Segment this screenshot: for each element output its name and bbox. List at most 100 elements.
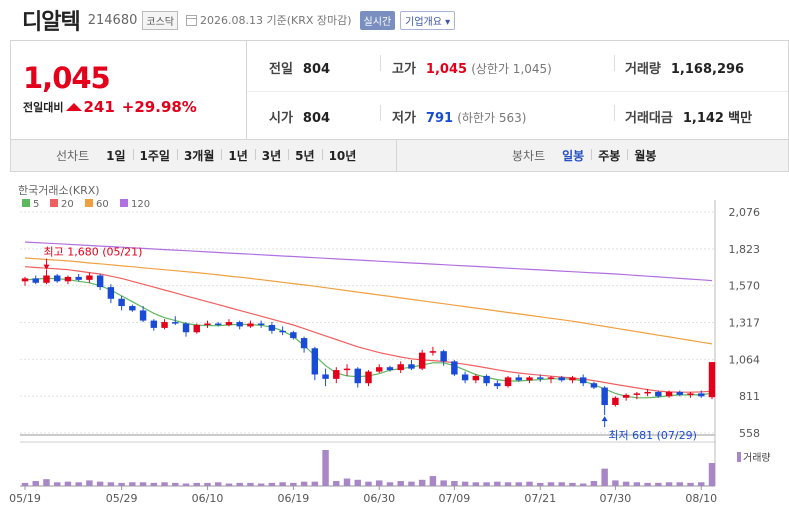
legend-label-60: 60 xyxy=(96,199,109,210)
volume-bar xyxy=(118,482,125,486)
metric-sub: (하한가 563) xyxy=(457,111,527,125)
volume-bar xyxy=(129,482,136,486)
line-chart-label: 선차트 xyxy=(56,149,90,163)
divider xyxy=(614,105,615,121)
candle-body xyxy=(161,322,168,328)
volume-legend-swatch xyxy=(737,452,741,462)
tab-1w[interactable]: 1주일 xyxy=(132,147,177,164)
change-label: 전일대비 xyxy=(23,101,64,114)
volume-bar xyxy=(300,481,308,486)
volume-bar xyxy=(590,481,598,486)
legend-label-120: 120 xyxy=(131,199,150,210)
volume-bar xyxy=(676,482,684,486)
metric-volume: 거래량 1,168,296 xyxy=(625,58,744,77)
tab-weekly[interactable]: 주봉 xyxy=(591,147,627,164)
candle-body xyxy=(139,310,147,321)
candle-body xyxy=(483,375,490,384)
tab-monthly[interactable]: 월봉 xyxy=(627,147,663,164)
volume-bar xyxy=(279,482,286,486)
candle-body xyxy=(225,322,233,325)
candle-body xyxy=(322,374,329,379)
volume-bar xyxy=(86,480,93,486)
tab-10y[interactable]: 10년 xyxy=(321,147,364,164)
volume-bar xyxy=(21,482,29,486)
volume-bar xyxy=(601,468,608,486)
candle-body xyxy=(708,362,716,398)
volume-bar xyxy=(537,482,544,486)
volume-bar xyxy=(644,482,651,486)
volume-bar xyxy=(193,482,200,486)
candle-body xyxy=(698,393,705,397)
candle-body xyxy=(365,371,372,384)
row-divider xyxy=(247,91,788,92)
high-arrow-head xyxy=(43,264,50,270)
volume-bar xyxy=(32,481,39,486)
candle-body xyxy=(193,324,200,333)
tab-3m[interactable]: 3개월 xyxy=(176,147,221,164)
volume-bar xyxy=(53,482,61,486)
candle-body xyxy=(440,351,447,362)
volume-bar xyxy=(483,482,490,486)
volume-bar xyxy=(343,478,351,486)
metric-value: 1,142 xyxy=(682,111,724,126)
volume-bar xyxy=(708,463,716,486)
legend-label-5: 5 xyxy=(33,199,39,210)
divider xyxy=(380,105,381,121)
candle-body xyxy=(665,391,673,397)
tab-1y[interactable]: 1년 xyxy=(221,147,254,164)
metric-amount: 거래대금 1,142 백만 xyxy=(625,107,752,126)
y-tick-label: 558 xyxy=(739,427,760,440)
tab-5y[interactable]: 5년 xyxy=(288,147,321,164)
price-summary: 1,045 전일대비 241 +29.98% 전일 804 고가 1,045 (상한… xyxy=(10,40,789,140)
volume-bar xyxy=(687,482,694,486)
legend-swatch-120 xyxy=(120,199,128,207)
volume-bar xyxy=(354,479,361,486)
tab-1d[interactable]: 1일 xyxy=(106,149,126,163)
chart-svg[interactable]: 한국거래소(KRX) 5 20 60 120 2,076 1,823 1,570 1,317 1,… xyxy=(0,172,789,524)
y-tick-label: 1,064 xyxy=(729,353,761,366)
volume-bar xyxy=(161,482,168,486)
volume-bar xyxy=(333,481,340,486)
volume-bar xyxy=(236,482,243,486)
tab-group-divider xyxy=(396,139,397,172)
y-tick-label: 2,076 xyxy=(729,206,761,219)
candle-body xyxy=(64,276,72,282)
volume-bar xyxy=(665,482,673,486)
ma60-line xyxy=(24,257,713,345)
realtime-button[interactable]: 실시간 xyxy=(359,10,396,30)
x-tick-label: 06/19 xyxy=(278,492,310,505)
candle-body xyxy=(129,306,136,311)
volume-bar xyxy=(96,481,104,486)
candle-body xyxy=(676,391,684,395)
stock-name: 디알텍 xyxy=(22,10,81,35)
volume-bar xyxy=(397,481,404,486)
volume-bar xyxy=(494,481,501,486)
volume-bar xyxy=(322,450,329,486)
volume-bar xyxy=(622,481,630,486)
company-overview-dropdown[interactable]: 기업개요 ▾ xyxy=(400,10,456,30)
candle-body xyxy=(461,374,469,381)
metric-label: 저가 xyxy=(392,111,416,126)
candle-body xyxy=(612,397,619,406)
stock-chart[interactable]: 한국거래소(KRX) 5 20 60 120 2,076 1,823 1,570 1,317 1,… xyxy=(0,172,789,524)
low-annotation: 최저 681 (07/29) xyxy=(608,429,697,442)
candle-body xyxy=(182,323,190,333)
legend-swatch-60 xyxy=(85,199,93,207)
candle-chart-tabs: 봉차트 일봉 주봉 월봉 xyxy=(397,147,663,164)
candle-body xyxy=(107,287,115,299)
candle-body xyxy=(526,377,533,381)
candle-body xyxy=(376,367,383,372)
volume-bar xyxy=(515,482,523,486)
volume-bar xyxy=(504,482,512,486)
stock-code: 214680 xyxy=(87,12,138,28)
change-percent: +29.98% xyxy=(121,98,197,116)
price-metrics: 전일 804 고가 1,045 (상한가 1,045) 거래량 1,168,296 시… xyxy=(247,41,788,139)
candle-body xyxy=(494,383,501,387)
candle-body xyxy=(53,275,61,282)
tab-daily[interactable]: 일봉 xyxy=(562,149,585,163)
tab-3y[interactable]: 3년 xyxy=(254,147,288,164)
candle-body xyxy=(118,298,125,307)
candle-body xyxy=(86,275,93,280)
candle-body xyxy=(236,322,243,327)
metric-prev-close: 전일 804 xyxy=(269,58,330,77)
